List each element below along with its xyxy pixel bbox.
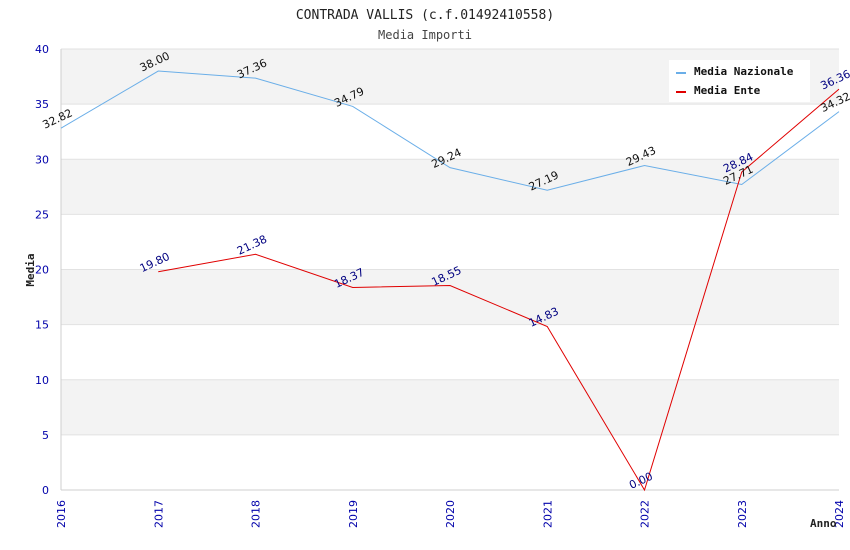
legend-label-media-nazionale: Media Nazionale xyxy=(694,65,794,78)
x-tick-label: 2021 xyxy=(541,500,554,528)
legend-box xyxy=(669,60,810,102)
x-tick-label: 2017 xyxy=(152,500,165,528)
y-tick-label: 35 xyxy=(35,98,49,111)
x-tick-label: 2023 xyxy=(736,500,749,528)
plot-band xyxy=(61,214,839,270)
y-tick-label: 30 xyxy=(35,153,49,166)
y-tick-label: 10 xyxy=(35,374,49,387)
y-axis-label: Media xyxy=(24,253,37,286)
plot-band xyxy=(61,324,839,380)
y-tick-label: 5 xyxy=(42,429,49,442)
y-tick-label: 0 xyxy=(42,484,49,497)
series-line-media-ente xyxy=(158,88,840,492)
y-tick-label: 15 xyxy=(35,319,49,332)
x-tick-label: 2019 xyxy=(347,500,360,528)
series-layer xyxy=(60,70,840,492)
x-tick-label: 2016 xyxy=(55,500,68,528)
plot-band xyxy=(61,434,839,490)
y-tick-label: 20 xyxy=(35,264,49,277)
x-tick-label: 2024 xyxy=(833,500,846,528)
x-tick-label: 2020 xyxy=(444,500,457,528)
y-tick-label: 25 xyxy=(35,208,49,221)
y-tick-label: 40 xyxy=(35,43,49,56)
chart-subtitle: Media Importi xyxy=(378,28,472,42)
series-line-media-nazionale xyxy=(60,70,840,191)
plot-band xyxy=(61,159,839,215)
legend: Media Nazionale Media Ente xyxy=(669,60,810,102)
y-tick-labels: 0 5 10 15 20 25 30 35 40 xyxy=(35,43,49,497)
legend-label-media-ente: Media Ente xyxy=(694,84,761,97)
plot-band xyxy=(61,104,839,160)
plot-band xyxy=(61,379,839,435)
chart-title: CONTRADA VALLIS (c.f.01492410558) xyxy=(296,8,554,23)
x-tick-label: 2022 xyxy=(639,500,652,528)
x-tick-labels: 2016 2017 2018 2019 2020 2021 2022 2023 2024 xyxy=(55,500,846,528)
x-tick-label: 2018 xyxy=(250,500,263,528)
x-axis-label: Anno xyxy=(810,517,837,530)
